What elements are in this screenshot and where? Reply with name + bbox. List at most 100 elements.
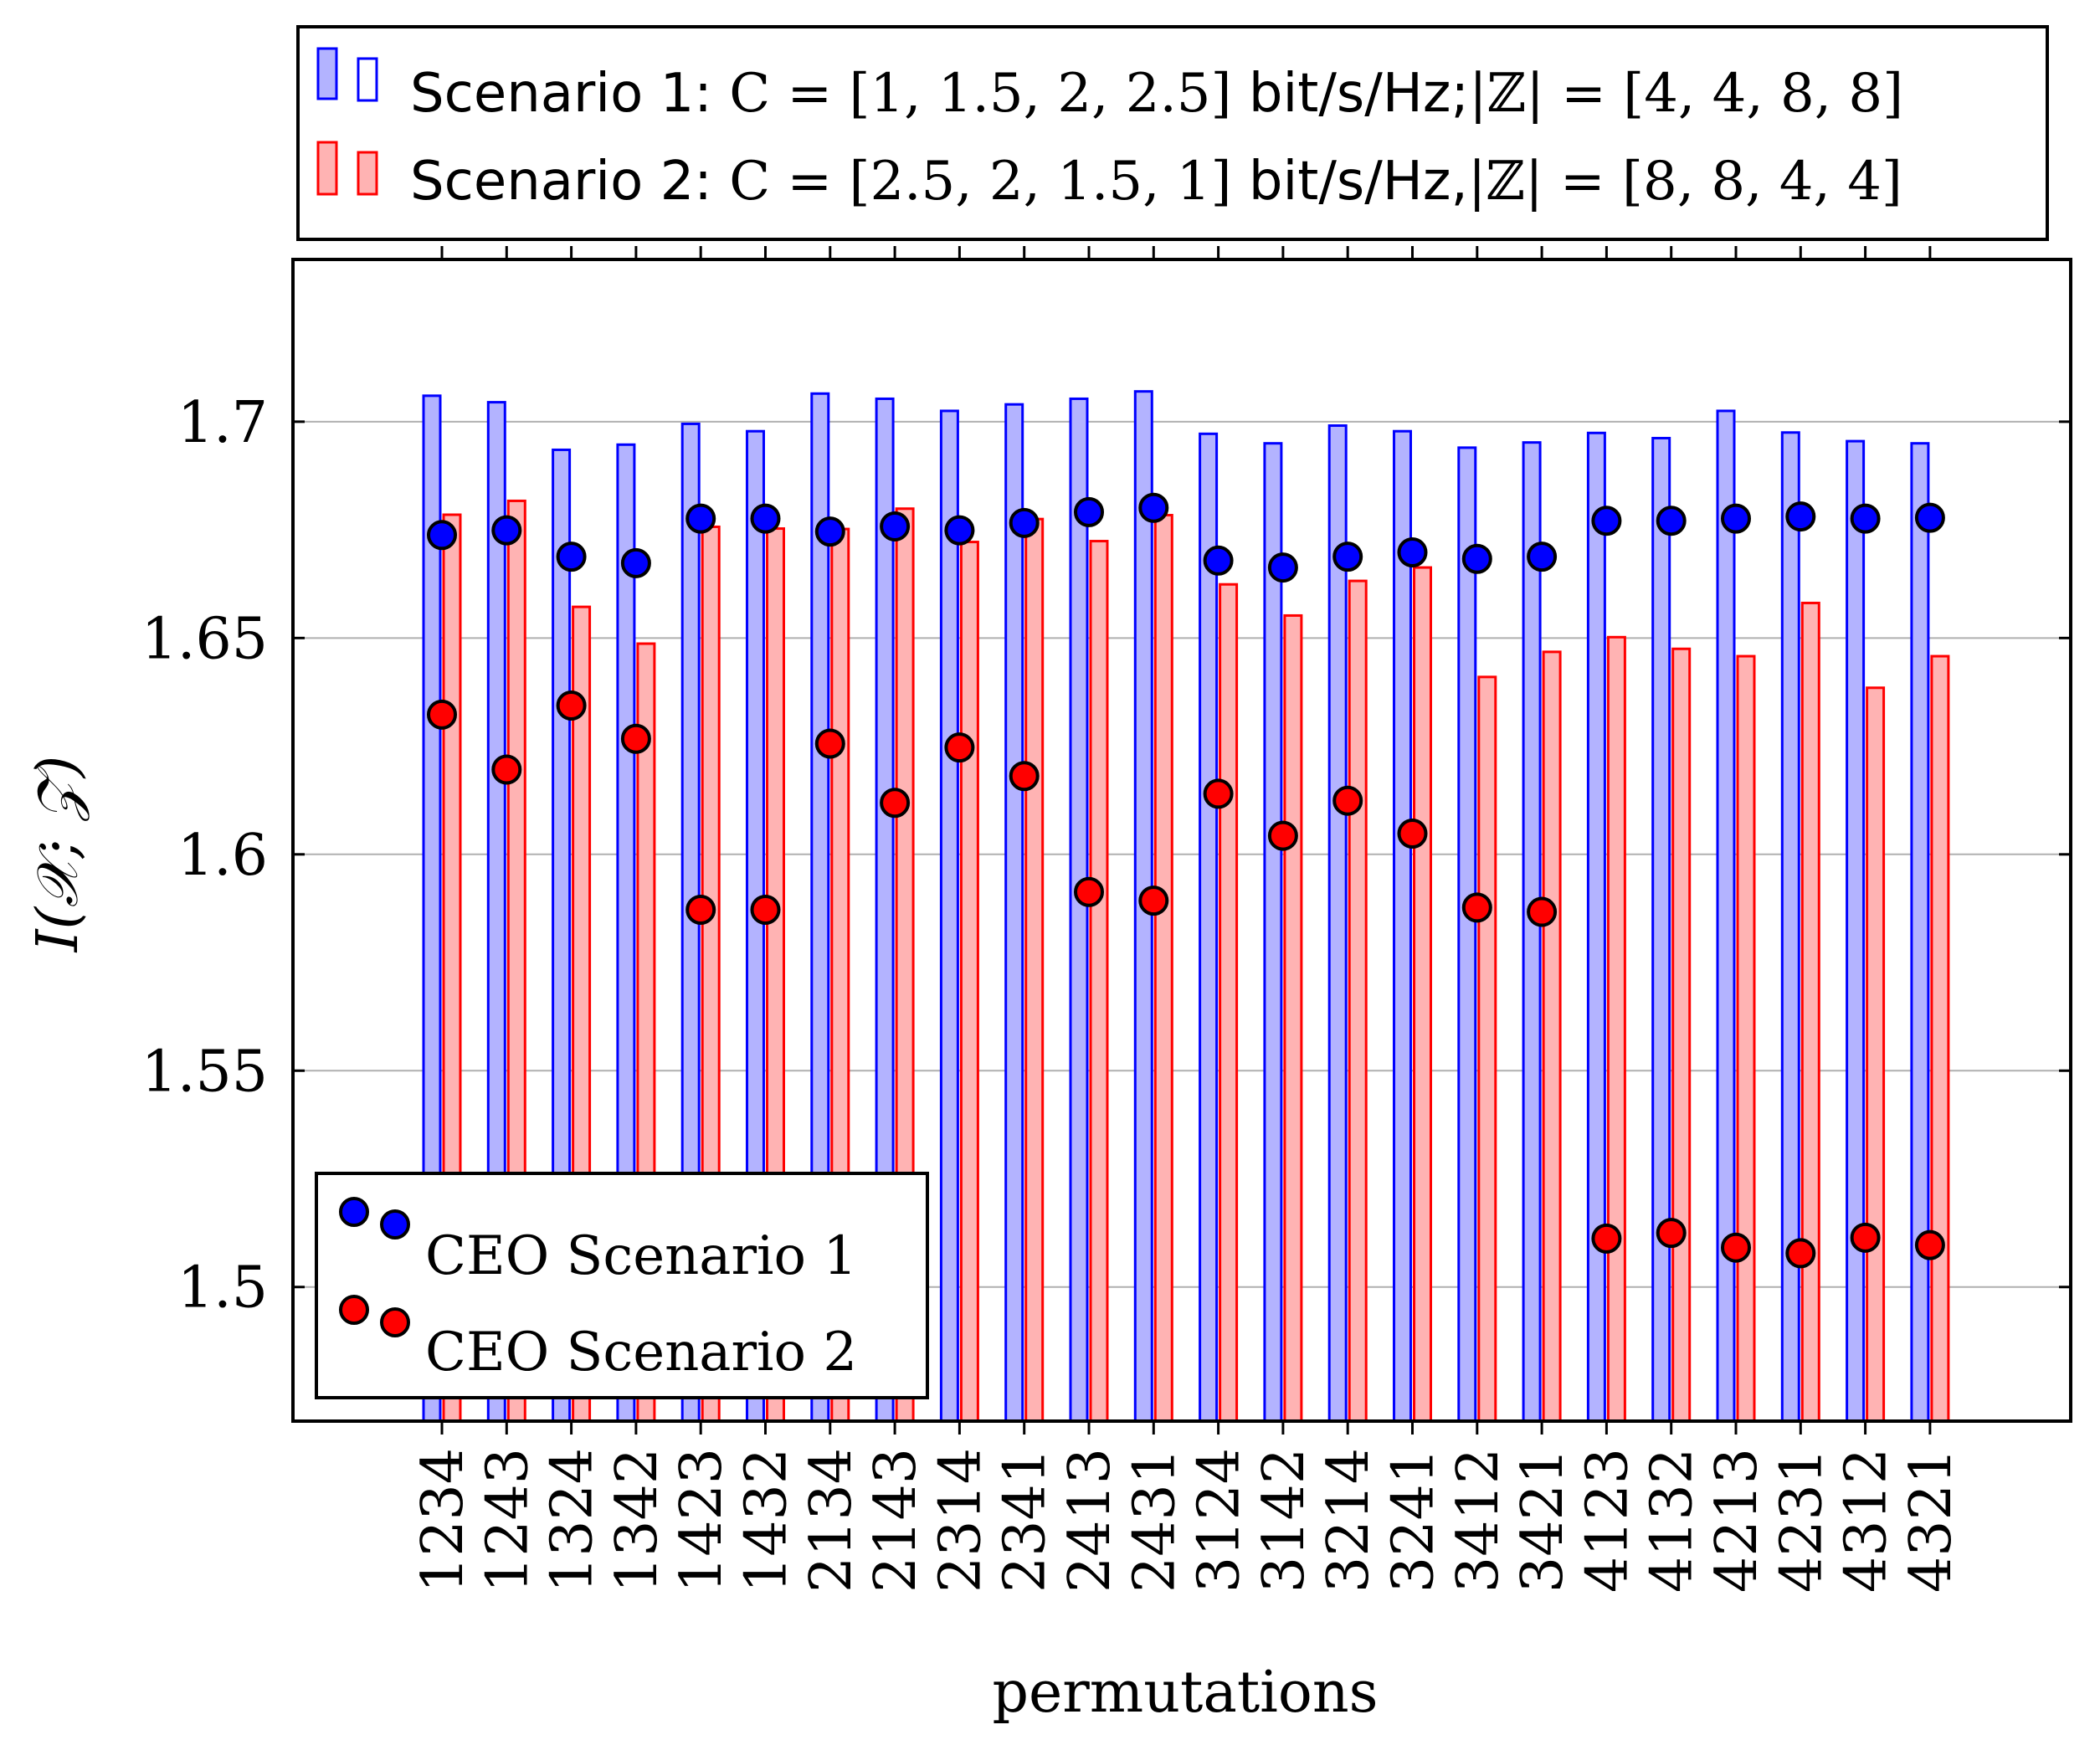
x-tick-label: 2341 — [993, 1448, 1059, 1593]
x-tick-label: 3412 — [1445, 1448, 1512, 1593]
legend-entry-scenario-2-unit: bit/s/Hz, — [1231, 151, 1467, 213]
legend-entry-scenario-1: Scenario 1: C = [1, 1.5, 2, 2.5] bit/s/H… — [410, 63, 1903, 125]
marker-ceo-scenario-2 — [1785, 1238, 1816, 1269]
marker-ceo-scenario-1 — [814, 516, 845, 547]
legend-entry-ceo-2: CEO Scenario 2 — [425, 1322, 857, 1383]
inner-legend-frame — [315, 1172, 929, 1399]
marker-ceo-scenario-2 — [427, 699, 457, 730]
marker-ceo-scenario-2 — [1009, 761, 1040, 792]
marker-ceo-scenario-1 — [556, 542, 587, 572]
marker-ceo-scenario-1 — [1074, 496, 1104, 527]
bar-scenario-2 — [1800, 601, 1820, 1423]
legend-entry-scenario-2-alphabet: |ℤ| = [8, 8, 4, 4] — [1468, 151, 1902, 213]
inner-legend: CEO Scenario 1 CEO Scenario 2 — [315, 1172, 929, 1399]
marker-ceo-scenario-1 — [1138, 492, 1169, 523]
x-tick-label: 2314 — [927, 1448, 994, 1593]
bar-scenario-2 — [1283, 613, 1303, 1423]
x-tick-label: 1432 — [734, 1448, 800, 1593]
marker-ceo-scenario-2 — [685, 894, 716, 925]
marker-ceo-scenario-2 — [1527, 896, 1558, 927]
marker-ceo-scenario-1 — [944, 515, 975, 546]
legend-entry-scenario-1-alphabet: |ℤ| = [4, 4, 8, 8] — [1469, 63, 1903, 125]
marker-ceo-scenario-2 — [1332, 785, 1363, 816]
x-tick-label: 1234 — [410, 1448, 476, 1593]
x-tick-label: 1342 — [604, 1448, 670, 1593]
legend-swatch-scenario-2a — [316, 141, 338, 196]
bar-scenario-1 — [1263, 442, 1283, 1423]
marker-ceo-scenario-2 — [1267, 820, 1298, 851]
marker-ceo-scenario-2 — [1914, 1229, 1945, 1260]
marker-ceo-scenario-1 — [1461, 543, 1492, 574]
marker-ceo-scenario-1 — [1850, 503, 1881, 534]
x-tick-label: 2431 — [1122, 1448, 1188, 1593]
x-tick-label: 4123 — [1574, 1448, 1640, 1593]
marker-ceo-scenario-2 — [1203, 778, 1234, 809]
marker-ceo-scenario-1 — [1527, 542, 1558, 572]
bar-scenario-2 — [1866, 686, 1886, 1423]
legend-swatch-scenario-1a — [316, 47, 338, 100]
x-axis-label: permutations — [992, 1660, 1378, 1726]
legend-entry-scenario-2: Scenario 2: C = [2.5, 2, 1.5, 1] bit/s/H… — [410, 151, 1902, 213]
legend-marker-ceo-1a — [339, 1197, 369, 1227]
x-tick-label: 4321 — [1898, 1448, 1964, 1593]
marker-ceo-scenario-1 — [880, 511, 911, 542]
marker-ceo-scenario-1 — [685, 503, 716, 534]
marker-ceo-scenario-2 — [1721, 1232, 1751, 1263]
bar-scenario-1 — [1522, 441, 1542, 1423]
legend-marker-ceo-1b — [380, 1209, 410, 1240]
bar-scenario-2 — [1606, 635, 1626, 1423]
marker-ceo-scenario-1 — [491, 515, 522, 546]
marker-ceo-scenario-1 — [1267, 552, 1298, 583]
marker-ceo-scenario-1 — [1914, 502, 1945, 533]
x-tick-label: 2134 — [798, 1448, 865, 1593]
y-tick-label: 1.65 — [141, 606, 268, 672]
y-tick-label: 1.7 — [177, 390, 268, 456]
bar-scenario-2 — [1477, 675, 1497, 1423]
bar-scenario-2 — [1542, 650, 1562, 1423]
marker-ceo-scenario-2 — [620, 723, 651, 754]
bar-scenario-1 — [1004, 403, 1024, 1423]
marker-ceo-scenario-2 — [491, 754, 522, 785]
x-tick-label: 4213 — [1704, 1448, 1770, 1593]
marker-ceo-scenario-2 — [1138, 885, 1169, 916]
marker-ceo-scenario-2 — [880, 788, 911, 819]
legend-entry-scenario-2-capacity: C = [2.5, 2, 1.5, 1] — [729, 151, 1231, 213]
marker-ceo-scenario-2 — [1074, 876, 1104, 907]
marker-ceo-scenario-1 — [1721, 503, 1751, 534]
x-tick-label: 1423 — [669, 1448, 735, 1593]
marker-ceo-scenario-1 — [1397, 536, 1428, 567]
legend-swatch-scenario-1b — [357, 57, 378, 102]
legend-entry-scenario-1-capacity: C = [1, 1.5, 2, 2.5] — [729, 63, 1231, 125]
bar-scenario-2 — [1153, 514, 1173, 1423]
bar-scenario-1 — [1780, 431, 1800, 1423]
bar-scenario-2 — [959, 541, 979, 1423]
x-tick-label: 4312 — [1834, 1448, 1900, 1593]
bar-scenario-1 — [939, 409, 959, 1423]
bar-scenario-1 — [1457, 446, 1477, 1423]
x-tick-label: 1243 — [475, 1448, 541, 1593]
marker-ceo-scenario-2 — [1850, 1222, 1881, 1253]
y-tick-label: 1.55 — [141, 1039, 268, 1105]
bar-scenario-2 — [1089, 540, 1109, 1423]
x-tick-labels: 1234124313241342142314322134214323142341… — [410, 1448, 1964, 1593]
bar-scenario-1 — [1069, 397, 1089, 1423]
legend-swatch-scenario-2b — [357, 151, 378, 196]
marker-ceo-scenario-2 — [556, 690, 587, 721]
bar-scenario-1 — [1393, 429, 1412, 1423]
y-tick-labels: 1.5 1.55 1.6 1.65 1.7 — [141, 390, 268, 1322]
marker-ceo-scenario-1 — [1203, 545, 1234, 576]
legend-marker-ceo-2b — [380, 1307, 410, 1337]
marker-ceo-scenario-1 — [620, 547, 651, 578]
legend-entry-ceo-1: CEO Scenario 1 — [425, 1225, 857, 1287]
bar-scenario-1 — [1199, 432, 1219, 1423]
bar-scenario-2 — [1930, 654, 1950, 1423]
bar-scenario-1 — [1651, 436, 1671, 1423]
bar-scenario-1 — [1910, 442, 1930, 1423]
legend-marker-ceo-2a — [339, 1295, 369, 1325]
marker-ceo-scenario-1 — [1332, 542, 1363, 572]
x-ticks — [440, 246, 1932, 1435]
marker-ceo-scenario-2 — [1397, 818, 1428, 849]
x-tick-label: 4231 — [1769, 1448, 1835, 1593]
marker-ceo-scenario-2 — [1461, 892, 1492, 923]
bar-scenario-1 — [1327, 424, 1348, 1423]
